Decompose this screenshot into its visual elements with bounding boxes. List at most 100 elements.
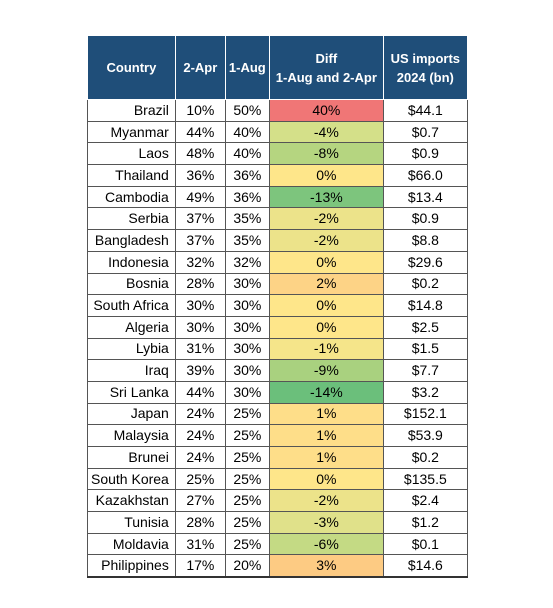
table-row: Japan 24% 25% 1% $152.1 — [87, 402, 468, 426]
aug-cell: 30% — [224, 359, 270, 382]
imports-cell: $7.7 — [382, 359, 468, 382]
country-cell: Lybia — [87, 337, 176, 361]
table-row: Myanmar 44% 40% -4% $0.7 — [87, 120, 468, 144]
country-cell: Moldavia — [87, 532, 176, 556]
country-cell: Malaysia — [87, 424, 176, 447]
apr-cell: 37% — [174, 229, 226, 252]
apr-cell: 27% — [174, 489, 226, 513]
imports-cell: $2.4 — [382, 489, 468, 513]
apr-cell: 30% — [174, 315, 226, 339]
diff-cell: -2% — [268, 229, 384, 252]
apr-cell: 49% — [174, 185, 226, 209]
country-cell: Brunei — [87, 446, 176, 469]
imports-cell: $66.0 — [382, 164, 468, 187]
imports-cell: $0.1 — [382, 532, 468, 556]
table-row: Kazakhstan 27% 25% -2% $2.4 — [87, 489, 468, 513]
apr-cell: 36% — [174, 164, 226, 187]
imports-cell: $0.9 — [382, 207, 468, 231]
aug-cell: 30% — [224, 315, 270, 339]
aug-cell: 32% — [224, 250, 270, 274]
country-cell: Kazakhstan — [87, 489, 176, 513]
table-row: Cambodia 49% 36% -13% $13.4 — [87, 185, 468, 209]
header-country: Country — [87, 35, 176, 100]
diff-cell: -14% — [268, 380, 384, 404]
aug-cell: 25% — [224, 489, 270, 513]
header-diff-line1: Diff — [315, 50, 338, 66]
apr-cell: 48% — [174, 142, 226, 166]
imports-cell: $1.5 — [382, 337, 468, 361]
header-us-imports: US imports 2024 (bn) — [382, 35, 468, 100]
apr-cell: 24% — [174, 402, 226, 426]
table-row: Malaysia 24% 25% 1% $53.9 — [87, 424, 468, 447]
diff-cell: -2% — [268, 207, 384, 231]
aug-cell: 25% — [224, 467, 270, 491]
country-cell: Thailand — [87, 164, 176, 187]
country-cell: Japan — [87, 402, 176, 426]
apr-cell: 44% — [174, 120, 226, 144]
aug-cell: 25% — [224, 402, 270, 426]
diff-cell: 0% — [268, 467, 384, 491]
country-cell: South Africa — [87, 294, 176, 317]
aug-cell: 36% — [224, 164, 270, 187]
imports-cell: $13.4 — [382, 185, 468, 209]
table-row: Moldavia 31% 25% -6% $0.1 — [87, 532, 468, 556]
diff-cell: -1% — [268, 337, 384, 361]
country-cell: Iraq — [87, 359, 176, 382]
aug-cell: 40% — [224, 120, 270, 144]
aug-cell: 30% — [224, 272, 270, 296]
aug-cell: 30% — [224, 337, 270, 361]
aug-cell: 35% — [224, 229, 270, 252]
country-cell: Bangladesh — [87, 229, 176, 252]
apr-cell: 37% — [174, 207, 226, 231]
diff-cell: 0% — [268, 164, 384, 187]
apr-cell: 24% — [174, 446, 226, 469]
country-cell: Myanmar — [87, 120, 176, 144]
header-row: Country 2-Apr 1-Aug Diff 1-Aug and 2-Apr… — [87, 35, 468, 100]
imports-cell: $14.6 — [382, 554, 468, 579]
aug-cell: 36% — [224, 185, 270, 209]
aug-cell: 20% — [224, 554, 270, 579]
aug-cell: 40% — [224, 142, 270, 166]
imports-cell: $0.2 — [382, 272, 468, 296]
table-row: Tunisia 28% 25% -3% $1.2 — [87, 511, 468, 534]
table-row: Sri Lanka 44% 30% -14% $3.2 — [87, 380, 468, 404]
imports-cell: $2.5 — [382, 315, 468, 339]
table-row: Lybia 31% 30% -1% $1.5 — [87, 337, 468, 361]
table-row: Brunei 24% 25% 1% $0.2 — [87, 446, 468, 469]
diff-cell: -6% — [268, 532, 384, 556]
table-row: Brazil 10% 50% 40% $44.1 — [87, 99, 468, 122]
aug-cell: 35% — [224, 207, 270, 231]
header-2-apr: 2-Apr — [174, 35, 226, 100]
diff-cell: 0% — [268, 250, 384, 274]
imports-cell: $8.8 — [382, 229, 468, 252]
diff-cell: -2% — [268, 489, 384, 513]
imports-cell: $14.8 — [382, 294, 468, 317]
aug-cell: 25% — [224, 532, 270, 556]
country-cell: Philippines — [87, 554, 176, 579]
table-row: Serbia 37% 35% -2% $0.9 — [87, 207, 468, 231]
imports-cell: $0.2 — [382, 446, 468, 469]
country-cell: South Korea — [87, 467, 176, 491]
apr-cell: 31% — [174, 532, 226, 556]
imports-cell: $3.2 — [382, 380, 468, 404]
table-body: Brazil 10% 50% 40% $44.1 Myanmar 44% 40% -4% $0.7… — [87, 99, 468, 579]
country-cell: Tunisia — [87, 511, 176, 534]
table-row: Bosnia 28% 30% 2% $0.2 — [87, 272, 468, 296]
aug-cell: 30% — [224, 380, 270, 404]
table-row: Indonesia 32% 32% 0% $29.6 — [87, 250, 468, 274]
diff-cell: 2% — [268, 272, 384, 296]
apr-cell: 44% — [174, 380, 226, 404]
apr-cell: 39% — [174, 359, 226, 382]
apr-cell: 24% — [174, 424, 226, 447]
diff-cell: -4% — [268, 120, 384, 144]
aug-cell: 25% — [224, 424, 270, 447]
header-diff: Diff 1-Aug and 2-Apr — [268, 35, 384, 100]
apr-cell: 31% — [174, 337, 226, 361]
diff-cell: 0% — [268, 294, 384, 317]
diff-cell: -9% — [268, 359, 384, 382]
table-row: Bangladesh 37% 35% -2% $8.8 — [87, 229, 468, 252]
diff-cell: 0% — [268, 315, 384, 339]
header-diff-line2: 1-Aug and 2-Apr — [275, 69, 377, 85]
country-cell: Sri Lanka — [87, 380, 176, 404]
